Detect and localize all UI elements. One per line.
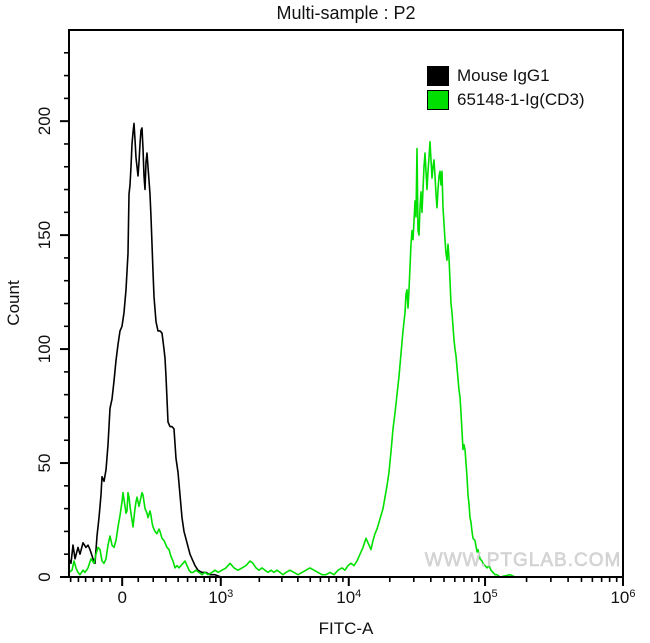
y-tick-label: 0 xyxy=(35,572,54,582)
legend-label-igg1: Mouse IgG1 xyxy=(457,66,550,85)
mouse-igg1-histogram-curve xyxy=(68,122,231,578)
y-tick-label: 100 xyxy=(35,334,54,364)
y-tick-label: 200 xyxy=(35,106,54,136)
y-tick-label: 50 xyxy=(35,453,54,473)
x-axis-label: FITC-A xyxy=(318,619,374,638)
ptglab-watermark: WWW.PTGLAB.COM xyxy=(424,550,622,572)
legend-label-cd3: 65148-1-Ig(CD3) xyxy=(457,90,585,109)
x-tick-label: 103 xyxy=(208,588,234,607)
cd3-histogram-curve xyxy=(68,140,624,578)
plot-title: Multi-sample : P2 xyxy=(276,3,416,23)
legend-entry-cd3: 65148-1-Ig(CD3) xyxy=(427,89,585,111)
x-tick-label: 106 xyxy=(610,588,636,607)
legend: Mouse IgG1 65148-1-Ig(CD3) xyxy=(427,65,585,113)
x-tick-label: 105 xyxy=(472,588,498,607)
igg1-color-swatch xyxy=(427,66,449,86)
y-tick-label: 150 xyxy=(35,220,54,250)
x-tick-label: 0 xyxy=(117,588,127,607)
x-tick-label: 104 xyxy=(336,588,362,607)
legend-entry-igg1: Mouse IgG1 xyxy=(427,65,585,87)
y-axis-label: Count xyxy=(4,280,23,326)
cd3-color-swatch xyxy=(427,90,449,110)
